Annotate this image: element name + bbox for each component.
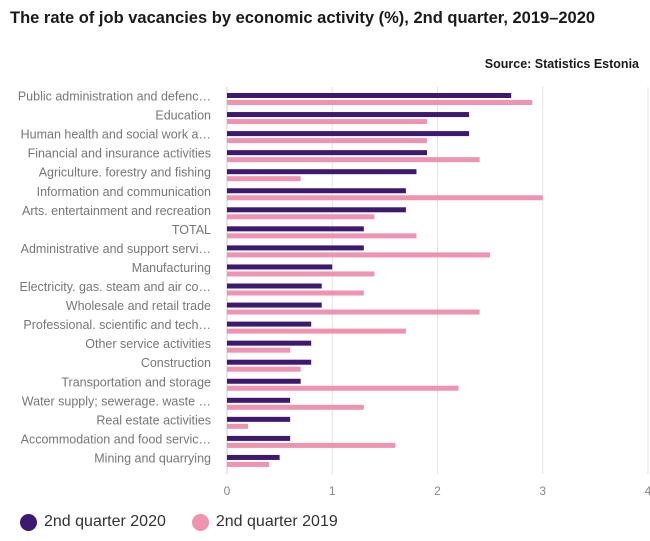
bar-2019 bbox=[227, 290, 364, 296]
category-label: Manufacturing bbox=[132, 261, 211, 275]
legend-swatch-2020 bbox=[20, 513, 37, 531]
category-label: Mining and quarrying bbox=[94, 451, 211, 465]
category-label: Transportation and storage bbox=[61, 375, 211, 389]
category-label: Agriculture. forestry and fishing bbox=[39, 166, 211, 180]
bar-2020 bbox=[227, 454, 280, 460]
bar-2020 bbox=[227, 226, 364, 232]
bar-2020 bbox=[227, 188, 406, 194]
bar-2020 bbox=[227, 359, 312, 365]
bar-2019 bbox=[227, 328, 406, 334]
bar-2020 bbox=[227, 397, 291, 403]
bar-2019 bbox=[227, 385, 459, 391]
category-label: Real estate activities bbox=[96, 413, 211, 427]
bar-2020 bbox=[227, 416, 291, 422]
bar-2019 bbox=[227, 100, 533, 105]
bar-2019 bbox=[227, 442, 396, 448]
bar-2019 bbox=[227, 233, 417, 239]
legend: 2nd quarter 2020 2nd quarter 2019 bbox=[20, 513, 364, 531]
category-label: Arts. entertainment and recreation bbox=[22, 204, 211, 218]
bar-2019 bbox=[227, 347, 291, 353]
bar-2020 bbox=[227, 283, 322, 289]
legend-label-2019: 2nd quarter 2019 bbox=[215, 513, 338, 530]
x-tick-label: 4 bbox=[645, 484, 650, 498]
bar-2019 bbox=[227, 138, 427, 144]
category-label: TOTAL bbox=[172, 223, 211, 237]
x-tick-label: 3 bbox=[539, 484, 546, 498]
category-label: Electricity. gas. steam and air co… bbox=[19, 280, 211, 294]
bar-2020 bbox=[227, 112, 470, 118]
bar-chart: 0 1 2 3 4 Public administration and defenc… Ed… bbox=[18, 87, 650, 498]
bar-2020 bbox=[227, 150, 427, 156]
category-label: Public administration and defenc… bbox=[18, 90, 211, 104]
category-label: Professional. scientific and tech… bbox=[23, 318, 211, 332]
legend-item-2019[interactable]: 2nd quarter 2019 bbox=[191, 513, 338, 531]
category-label: Administrative and support servi… bbox=[21, 242, 211, 256]
bar-2019 bbox=[227, 461, 270, 467]
category-label: Water supply; sewerage. waste … bbox=[22, 394, 211, 408]
bar-2019 bbox=[227, 271, 375, 277]
bar-2019 bbox=[227, 214, 375, 220]
category-label: Other service activities bbox=[85, 337, 211, 351]
legend-label-2020: 2nd quarter 2020 bbox=[44, 513, 166, 530]
bar-2019 bbox=[227, 252, 491, 258]
bar-2020 bbox=[227, 264, 333, 270]
category-label: Accommodation and food servic… bbox=[21, 432, 211, 446]
bar-2019 bbox=[227, 366, 301, 372]
x-tick-label: 1 bbox=[329, 484, 336, 498]
legend-item-2020[interactable]: 2nd quarter 2020 bbox=[20, 513, 166, 531]
category-label: Construction bbox=[141, 356, 211, 370]
bar-2020 bbox=[227, 378, 301, 384]
bar-2020 bbox=[227, 207, 406, 213]
bar-2020 bbox=[227, 302, 322, 308]
bar-2020 bbox=[227, 169, 417, 175]
legend-swatch-2019 bbox=[191, 513, 209, 531]
bar-2019 bbox=[227, 195, 543, 201]
chart-title: The rate of job vacancies by economic ac… bbox=[10, 9, 596, 27]
bar-2020 bbox=[227, 131, 470, 137]
category-label: Wholesale and retail trade bbox=[66, 299, 211, 313]
bar-2019 bbox=[227, 157, 480, 163]
bar-2019 bbox=[227, 119, 427, 125]
bar-2019 bbox=[227, 423, 249, 429]
category-label: Information and communication bbox=[37, 185, 211, 199]
bar-2020 bbox=[227, 93, 512, 98]
bar-2019 bbox=[227, 404, 364, 410]
bar-2020 bbox=[227, 340, 312, 346]
category-label: Financial and insurance activities bbox=[28, 147, 211, 161]
bar-2019 bbox=[227, 309, 480, 315]
x-tick-label: 0 bbox=[224, 484, 231, 498]
bar-2020 bbox=[227, 435, 291, 441]
bar-2020 bbox=[227, 245, 364, 251]
bar-2020 bbox=[227, 321, 312, 327]
category-label: Human health and social work a… bbox=[21, 128, 211, 142]
bar-2019 bbox=[227, 176, 301, 182]
source-note: Source: Statistics Estonia bbox=[484, 57, 639, 71]
x-tick-label: 2 bbox=[434, 484, 441, 498]
category-label: Education bbox=[155, 109, 211, 123]
